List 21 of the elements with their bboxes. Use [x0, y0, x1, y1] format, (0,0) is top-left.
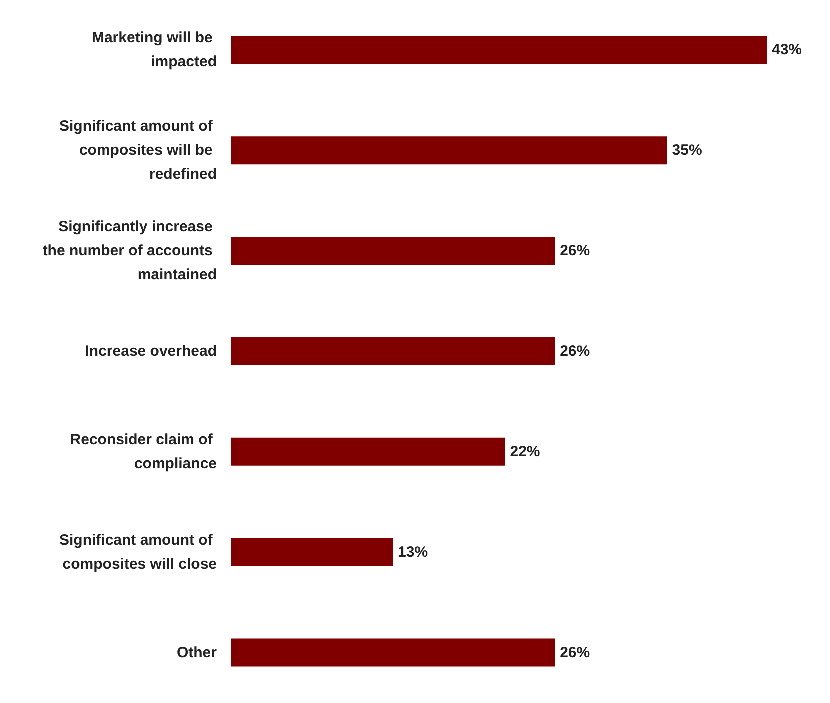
bar	[231, 36, 767, 64]
y-tick-label: Significantly increase the number of accounts maintained	[42, 218, 217, 284]
y-tick-label: Significant amount of composites will close	[60, 532, 217, 573]
data-label: 26%	[560, 242, 590, 260]
data-label: 26%	[560, 343, 590, 360]
bar	[231, 136, 668, 165]
y-tick-label: Other	[176, 644, 218, 662]
bar	[231, 438, 506, 466]
data-label: 13%	[398, 544, 428, 561]
bar	[231, 538, 394, 566]
y-tick-label: Reconsider claim of compliance	[70, 431, 217, 472]
data-label: 22%	[510, 443, 540, 460]
bar	[231, 338, 556, 366]
data-label: 26%	[560, 644, 590, 662]
data-label: 43%	[772, 42, 802, 59]
data-label: 35%	[672, 142, 702, 160]
bar	[231, 237, 556, 266]
y-tick-label: Increase overhead	[85, 343, 217, 360]
y-tick-label: Significant amount of composites will be redefined	[60, 118, 217, 184]
y-tick-label: Marketing will be impacted	[92, 30, 217, 71]
bar	[231, 638, 556, 667]
